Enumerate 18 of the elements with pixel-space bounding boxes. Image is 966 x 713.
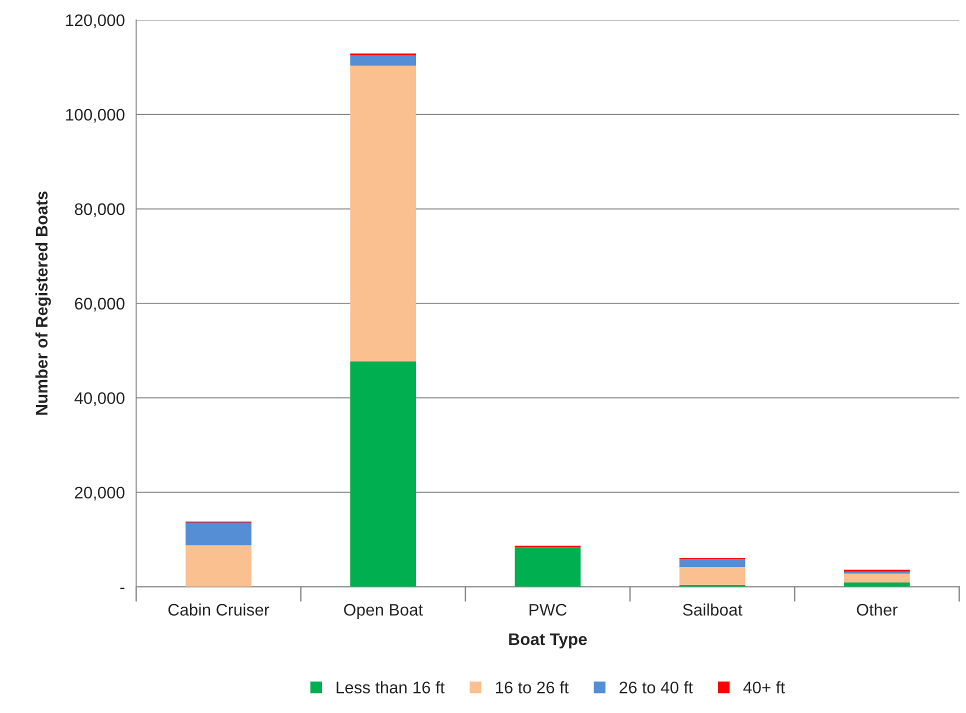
legend-label: 40+ ft (743, 681, 785, 694)
y-axis-title: Number of Registered Boats (35, 192, 51, 415)
x-tick-label: Other (856, 603, 898, 616)
x-tick-label: Open Boat (344, 604, 423, 619)
y-tick-label: 120,000 (66, 14, 124, 28)
y-tick-label: 100,000 (66, 108, 124, 123)
x-axis-title: Boat Type (509, 634, 587, 648)
y-tick-label: 20,000 (74, 486, 124, 500)
y-tick-label: - (120, 588, 124, 590)
legend-label: Less than 16 ft (336, 681, 445, 694)
y-tick-label: 80,000 (74, 203, 124, 218)
legend-label: 16 to 26 ft (496, 681, 569, 694)
x-tick-label: PWC (530, 604, 567, 616)
y-tick-label: 60,000 (74, 298, 124, 312)
x-tick-label: Cabin Cruiser (168, 603, 270, 616)
legend-label: 26 to 40 ft (620, 681, 693, 694)
y-tick-label: 40,000 (74, 392, 124, 406)
x-tick-label: Sailboat (682, 603, 742, 616)
